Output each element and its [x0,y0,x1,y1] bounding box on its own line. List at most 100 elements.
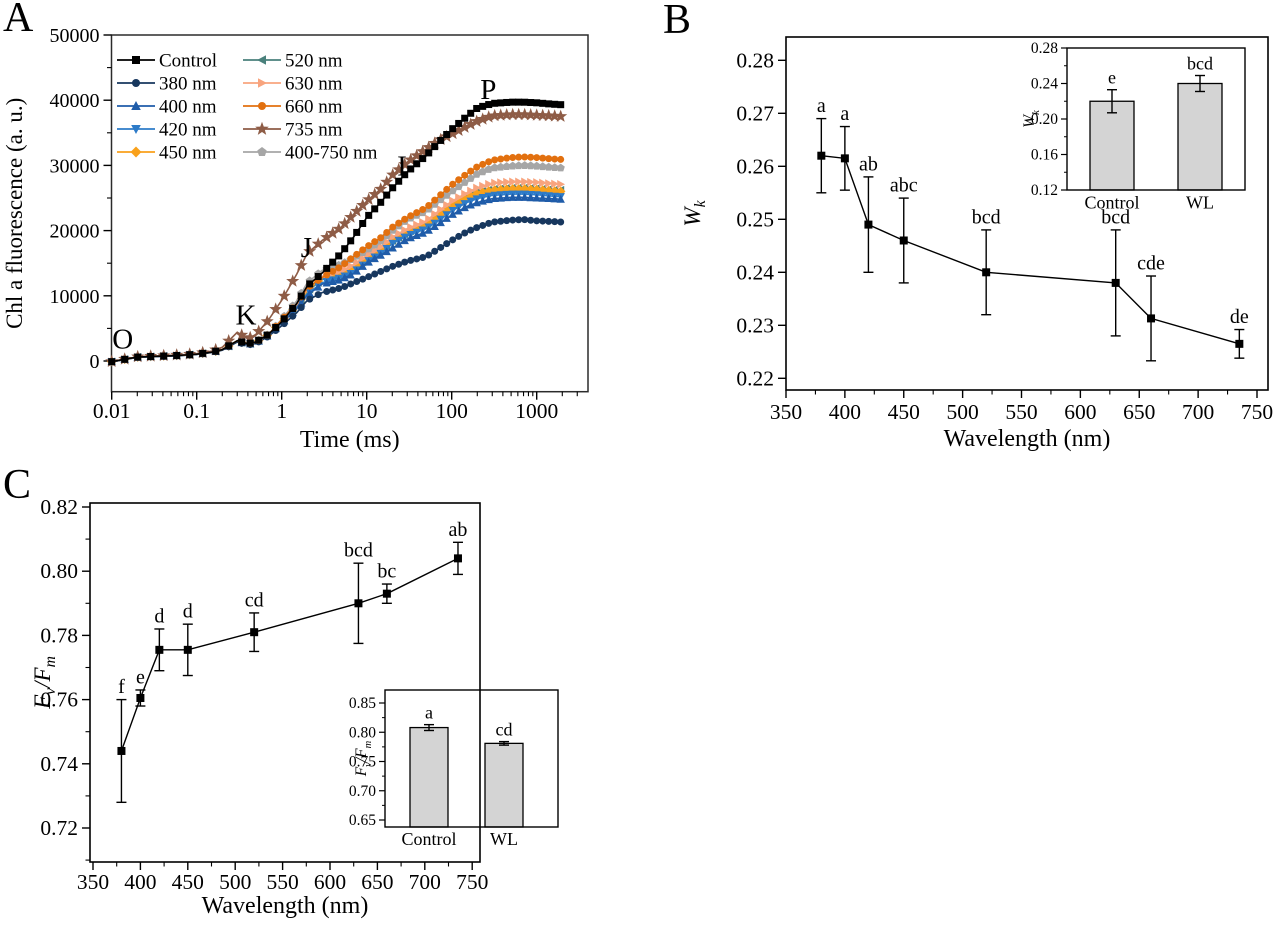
panel-b-chart: 350 400 450 500 550 600 650 700 750 Wavelength (n… [680,36,1273,452]
data-series [116,541,463,804]
svg-text:630 nm: 630 nm [285,74,343,95]
svg-text:50000: 50000 [50,25,100,47]
svg-text:400: 400 [829,400,861,424]
svg-text:350: 350 [77,870,109,894]
svg-text:500: 500 [219,870,251,894]
svg-text:0: 0 [90,351,100,373]
svg-text:0.22: 0.22 [736,366,774,390]
legend-item-control: Control [117,51,217,72]
ojip-annotations: O K J I P [112,74,496,356]
svg-text:Control: Control [1084,193,1139,213]
svg-text:550: 550 [266,870,298,894]
svg-text:ab: ab [859,153,878,175]
svg-text:0.80: 0.80 [349,724,376,741]
svg-text:Wk: Wk [1021,110,1042,128]
svg-text:0.16: 0.16 [1031,147,1058,164]
legend-item-520-nm: 520 nm [243,51,343,72]
svg-text:660 nm: 660 nm [285,97,343,118]
svg-text:350: 350 [770,400,802,424]
svg-text:WL: WL [490,829,518,849]
svg-text:520 nm: 520 nm [285,51,343,72]
svg-text:0.27: 0.27 [736,101,774,125]
inset-chart: a Control cd WL 0.65 0.70 0.75 0.80 0.85 Fv/Fm [349,689,559,849]
panel-a-chart: 0.01 0.1 1 10 100 1000 Time (ms) 0 10000 20000 300… [2,25,589,453]
svg-text:600: 600 [314,870,346,894]
svg-text:0.82: 0.82 [40,495,78,519]
svg-text:f: f [118,676,125,698]
svg-text:1000: 1000 [515,399,558,423]
svg-text:0.65: 0.65 [349,812,376,829]
svg-text:750: 750 [1241,400,1273,424]
svg-text:450: 450 [172,870,204,894]
panel-label-a: A [3,0,34,41]
svg-text:bcd: bcd [972,206,1001,228]
x-axis: 350 400 450 500 550 600 650 700 750 Wavelength (n… [770,390,1273,452]
svg-text:380 nm: 380 nm [159,74,217,95]
svg-text:Control: Control [159,51,217,72]
axes [785,36,1269,391]
svg-text:WL: WL [1186,193,1214,213]
legend-item-420-nm: 420 nm [117,120,217,141]
legend-item-630-nm: 630 nm [243,74,343,95]
svg-text:d: d [183,601,193,623]
svg-text:20000: 20000 [50,221,100,243]
svg-text:K: K [236,299,257,331]
svg-text:0.76: 0.76 [40,688,78,712]
svg-text:750: 750 [456,870,488,894]
legend-item-400-nm: 400 nm [117,97,217,118]
svg-text:Fv/Fm: Fv/Fm [30,656,59,710]
svg-text:0.25: 0.25 [736,207,774,231]
svg-text:d: d [154,605,164,627]
svg-text:650: 650 [1123,400,1155,424]
panel-label-b: B [663,0,692,43]
svg-text:0.01: 0.01 [93,399,131,423]
svg-text:100: 100 [436,399,468,423]
svg-text:bcd: bcd [1187,54,1213,74]
svg-text:0.70: 0.70 [349,783,376,800]
series [105,98,568,368]
svg-text:0.12: 0.12 [1031,182,1058,199]
svg-text:Control: Control [401,829,456,849]
svg-text:cd: cd [496,720,513,740]
y-axis: 0 10000 20000 30000 40000 50000 Chl a fluoresc… [2,25,112,373]
svg-text:a: a [840,103,849,125]
panel-label-c: C [3,462,32,508]
axes [89,502,481,863]
svg-text:cd: cd [245,589,264,611]
svg-text:450 nm: 450 nm [159,143,217,164]
svg-text:bcd: bcd [344,540,373,562]
svg-text:0.20: 0.20 [1031,111,1058,128]
svg-text:700: 700 [1182,400,1214,424]
svg-text:735 nm: 735 nm [285,120,343,141]
svg-text:0.80: 0.80 [40,559,78,583]
svg-text:420 nm: 420 nm [159,120,217,141]
svg-text:0.75: 0.75 [349,754,376,771]
svg-text:0.72: 0.72 [40,816,78,840]
svg-text:550: 550 [1005,400,1037,424]
svg-text:1: 1 [276,399,287,423]
series-control [108,98,565,366]
svg-text:0.24: 0.24 [1031,76,1058,93]
axes [110,34,589,393]
svg-text:Time (ms): Time (ms) [300,427,400,453]
svg-text:10000: 10000 [50,286,100,308]
y-axis: 0.22 0.23 0.24 0.25 0.26 0.27 0.28 Wk [680,48,786,390]
svg-text:ab: ab [449,519,468,541]
svg-text:0.23: 0.23 [736,313,774,337]
svg-text:I: I [397,151,407,183]
legend-item-450-nm: 450 nm [117,143,217,164]
svg-text:0.1: 0.1 [183,399,210,423]
svg-text:0.28: 0.28 [1031,40,1058,57]
svg-text:bcd: bcd [1101,206,1130,228]
series-380-nm [108,216,565,366]
svg-text:0.78: 0.78 [40,623,78,647]
svg-text:40000: 40000 [50,90,100,112]
svg-text:400: 400 [124,870,156,894]
svg-text:0.28: 0.28 [736,48,774,72]
svg-text:0.24: 0.24 [736,260,774,284]
svg-text:cde: cde [1137,253,1165,275]
